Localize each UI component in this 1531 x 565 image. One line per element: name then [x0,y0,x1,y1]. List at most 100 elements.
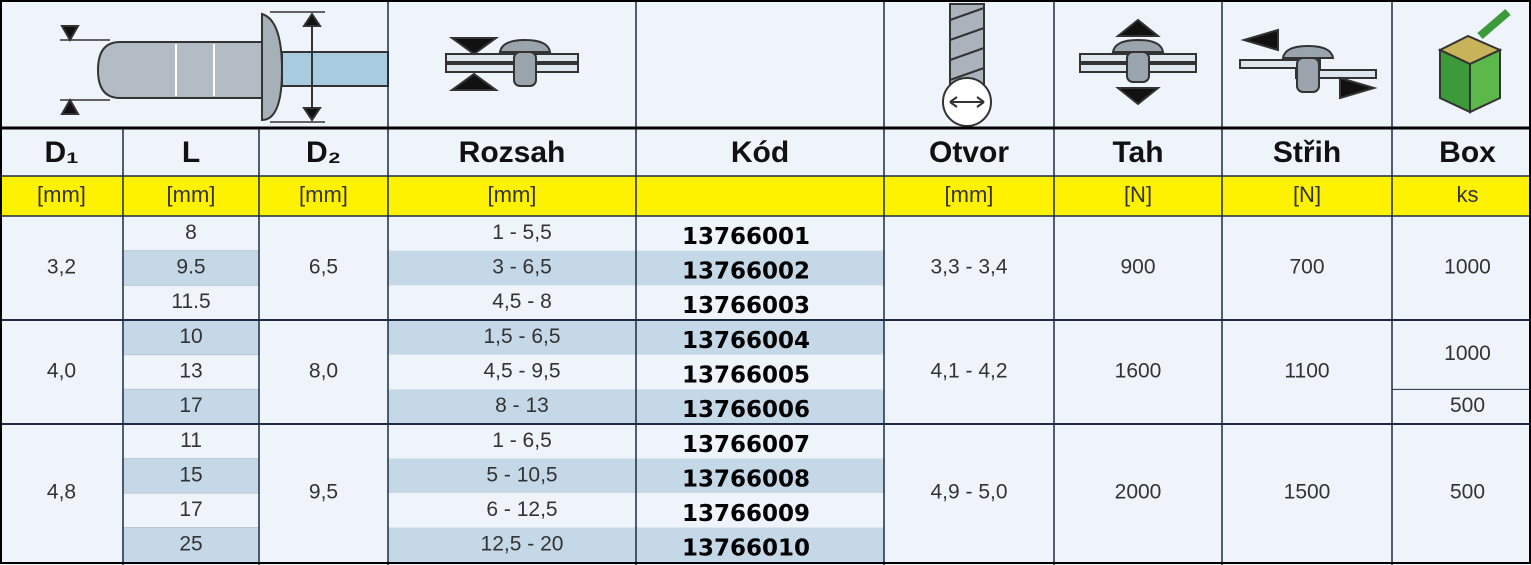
column-header: Kód [731,136,789,169]
cell-rozsah: 8 - 13 [495,394,549,417]
icon-head [1281,44,1335,59]
cell-kod: 13766008 [682,466,810,492]
icon-shank [1126,51,1150,83]
column-header: D₁ [44,136,78,169]
icon-arrow [1115,18,1161,106]
row-stripe [123,527,259,562]
row-stripe [636,458,884,493]
cell-rozsah: 1 - 6,5 [492,429,552,452]
row-stripe [636,389,884,424]
cell-strih: 700 [1289,256,1324,279]
cell-l: 11 [180,429,202,452]
cell-strih: 1100 [1284,360,1329,383]
icon-drill-thread [949,7,985,81]
row-stripe [388,458,636,493]
cell-l: 17 [179,498,202,521]
cell-otvor: 4,9 - 5,0 [930,481,1007,504]
row-stripe [388,527,636,562]
cell-rozsah: 1 - 5,5 [492,221,552,244]
rivet-body [96,41,263,99]
cell-rozsah: 6 - 12,5 [486,498,557,521]
cell-l: 11.5 [171,290,210,313]
row-stripe [636,250,884,286]
cell-kod: 13766001 [682,224,810,250]
cell-kod: 13766003 [682,293,810,319]
cell-l: 8 [185,221,197,244]
row-stripe [388,320,636,355]
cell-tah: 2000 [1115,481,1162,504]
cell-l: 25 [179,532,202,555]
row-stripe [123,320,259,355]
cell-kod: 13766005 [682,363,810,389]
cell-box: 500 [1450,394,1485,417]
row-stripe [388,389,636,424]
column-unit: [N] [1124,182,1152,207]
cell-rozsah: 12,5 - 20 [481,532,564,555]
cell-box: 500 [1450,481,1485,504]
cell-kod: 13766010 [682,535,810,561]
cell-d2: 6,5 [309,256,338,279]
cell-d2: 8,0 [309,360,338,383]
row-stripe [636,320,884,355]
cell-rozsah: 4,5 - 9,5 [483,360,560,383]
icon-arrow [1240,28,1378,100]
icon-shank [1296,57,1320,93]
cell-strih: 1500 [1284,481,1331,504]
row-stripe [636,527,884,562]
cell-otvor: 3,3 - 3,4 [930,256,1007,279]
cell-kod: 13766002 [682,259,810,285]
row-stripe [123,389,259,424]
icons [60,3,1511,127]
column-unit: ks [1457,182,1479,207]
row-stripe [123,250,259,286]
rivet-mandrel [281,51,389,87]
icon-arrow [949,96,985,108]
cell-tah: 900 [1120,256,1155,279]
icon-head [1111,38,1165,53]
column-unit: [mm] [299,182,348,207]
icon-shank [513,51,537,87]
icon-plate [445,53,579,63]
cell-rozsah: 5 - 10,5 [486,463,557,486]
column-header: Tah [1112,136,1163,169]
cell-l: 17 [179,394,202,417]
cell-l: 13 [179,360,202,383]
column-unit: [mm] [488,182,537,207]
column-header: Střih [1273,136,1341,169]
column-unit: [mm] [945,182,994,207]
cell-d1: 4,0 [47,360,76,383]
cell-rozsah: 3 - 6,5 [492,256,552,279]
cell-box: 1000 [1444,256,1491,279]
column-header: Otvor [929,136,1009,169]
column-unit: [mm] [37,182,86,207]
column-header: Rozsah [459,136,566,169]
column-header: D₂ [306,136,341,169]
icon-plate [445,63,579,73]
cell-d1: 4,8 [47,481,76,504]
column-header: L [182,136,200,169]
icon-arrow [60,25,80,115]
icon-box-front [1469,48,1501,114]
column-unit: [N] [1293,182,1321,207]
unit-bg [0,176,1531,216]
cell-rozsah: 4,5 - 8 [492,290,552,313]
cell-kod: 13766006 [682,397,810,423]
cell-l: 15 [179,463,202,486]
row-stripe [388,250,636,286]
cell-tah: 1600 [1115,360,1162,383]
cell-l: 10 [179,325,202,348]
cell-kod: 13766004 [682,328,810,354]
column-unit: [mm] [167,182,216,207]
cell-kod: 13766009 [682,501,810,527]
cell-d1: 3,2 [47,256,76,279]
cell-d2: 9,5 [309,481,338,504]
header-bg [0,128,1531,176]
icon-arrow [302,12,322,122]
cell-rozsah: 1,5 - 6,5 [483,325,560,348]
icon-head [498,38,552,53]
cell-l: 9.5 [176,256,205,279]
row-stripe [123,458,259,493]
